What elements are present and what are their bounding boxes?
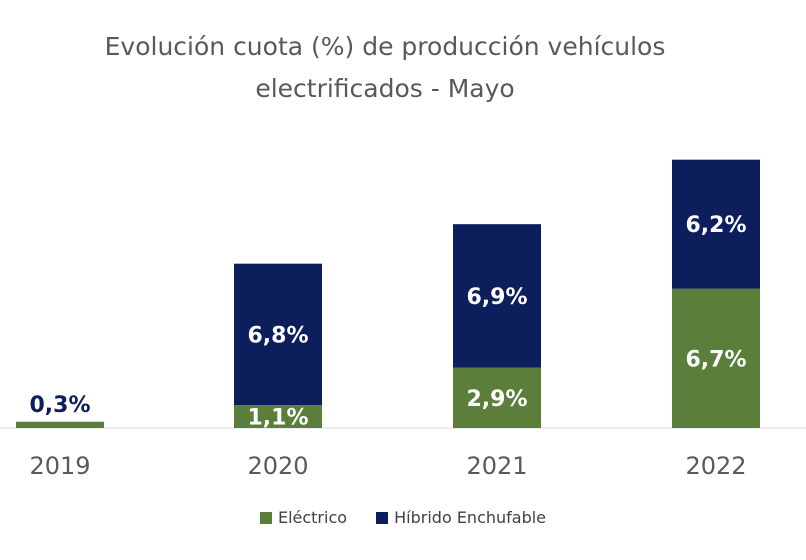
chart-title-line-2: electrificados - Mayo bbox=[255, 74, 515, 103]
data-label-annotation-2019: 0,3% bbox=[29, 393, 90, 418]
bar-chart: 2019 1,1% 6,8% 2020 2,9% 6,9% 2021 6,7% 6,2% 2022… bbox=[0, 159, 806, 480]
data-label-electrico-2021: 2,9% bbox=[466, 387, 527, 412]
legend-swatch-hibrido bbox=[376, 511, 389, 524]
legend-item-electrico: Eléctrico bbox=[259, 508, 348, 527]
data-label-electrico-2022: 6,7% bbox=[685, 347, 746, 372]
bar-annotation-2019 bbox=[16, 421, 104, 428]
bar-hibrido-enchufable-2022 bbox=[672, 159, 760, 289]
data-label-electrico-2020: 1,1% bbox=[247, 406, 308, 431]
data-label-hibrido-enchufable-2022: 6,2% bbox=[685, 213, 746, 238]
legend: Eléctrico Híbrido Enchufable bbox=[0, 508, 806, 528]
data-label-hibrido-enchufable-2020: 6,8% bbox=[247, 323, 308, 348]
x-tick-2019: 2019 bbox=[29, 452, 90, 480]
legend-label-electrico: Eléctrico bbox=[277, 508, 348, 527]
chart-title-line-1: Evolución cuota (%) de producción vehícu… bbox=[104, 32, 666, 61]
bar-hibrido-enchufable-2020 bbox=[234, 263, 322, 406]
legend-item-hibrido: Híbrido Enchufable bbox=[376, 508, 546, 527]
bar-electrico-2022 bbox=[672, 288, 760, 428]
chart-title: Evolución cuota (%) de producción vehícu… bbox=[0, 26, 770, 110]
bar-electrico-2021 bbox=[453, 367, 541, 428]
data-label-hibrido-enchufable-2021: 6,9% bbox=[466, 285, 527, 310]
x-tick-2021: 2021 bbox=[466, 452, 527, 480]
legend-label-hibrido: Híbrido Enchufable bbox=[394, 508, 547, 527]
x-tick-2022: 2022 bbox=[685, 452, 746, 480]
bar-electrico-2020 bbox=[234, 405, 322, 428]
x-tick-2020: 2020 bbox=[247, 452, 308, 480]
legend-swatch-electrico bbox=[259, 511, 272, 524]
bar-hibrido-enchufable-2021 bbox=[453, 224, 541, 368]
